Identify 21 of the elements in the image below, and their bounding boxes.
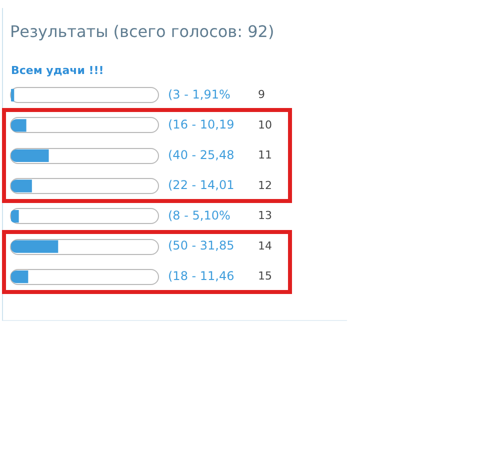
bar [11,240,58,253]
y-tick-label: 9 [258,88,265,101]
chart-subtitle: Всем удачи !!! [11,64,104,77]
bar [11,180,32,192]
data-label: (8 - 5,10% [168,208,230,222]
data-label: (40 - 25,48 [168,148,234,162]
data-label: (50 - 31,85 [168,238,234,253]
bar [11,149,49,162]
y-tick-label: 12 [258,178,272,192]
text: Результаты (всего голосов: 92) [10,22,274,41]
data-label: (3 - 1,91% [168,87,230,102]
y-tick-label: 10 [258,118,272,132]
y-tick-label: 15 [258,270,272,283]
bar [11,210,19,223]
y-tick-label: 14 [258,239,272,252]
data-label: (22 - 14,01 [168,178,234,192]
y-tick-label: 13 [258,209,272,222]
bar [11,88,14,102]
y-tick-label: 11 [258,148,272,162]
data-label: (16 - 10,19 [168,118,234,132]
data-label: (18 - 11,46 [168,268,234,283]
